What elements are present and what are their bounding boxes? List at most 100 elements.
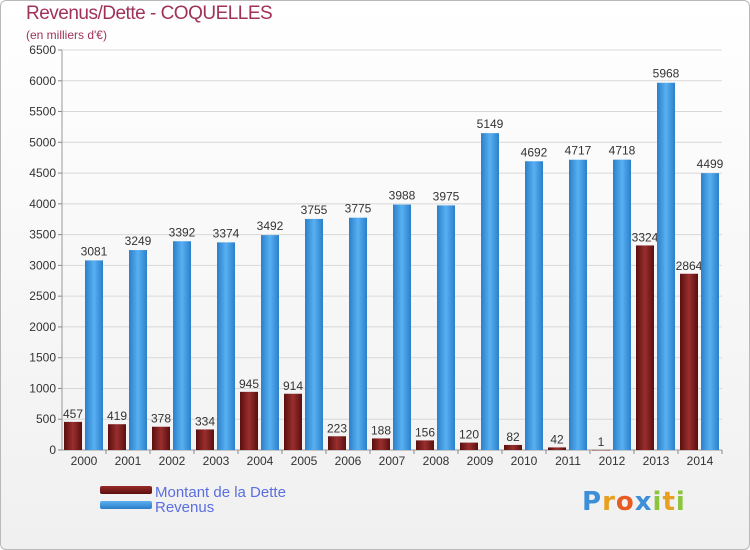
data-label-revenus: 3392 [169, 225, 196, 239]
bar-revenus [85, 260, 103, 450]
y-tick-label: 1500 [29, 351, 56, 365]
y-tick-label: 2000 [29, 320, 56, 334]
data-label-revenus: 3374 [213, 226, 240, 240]
data-label-dette: 223 [327, 421, 347, 435]
bar-revenus [129, 250, 147, 450]
bar-dette [416, 440, 434, 450]
x-tick-label: 2000 [71, 454, 98, 468]
proxiti-logo: Proxiti [582, 487, 686, 517]
data-label-dette: 457 [63, 407, 83, 421]
bar-dette [328, 436, 346, 450]
y-tick-label: 1000 [29, 381, 56, 395]
bar-dette [636, 245, 654, 450]
bar-revenus [393, 204, 411, 450]
y-tick-label: 5500 [29, 105, 56, 119]
data-label-revenus: 4692 [521, 145, 548, 159]
data-label-revenus: 4718 [609, 144, 636, 158]
legend-swatch-revenus [100, 501, 152, 509]
x-tick-label: 2014 [687, 454, 714, 468]
bar-dette [592, 449, 610, 451]
bar-revenus [569, 159, 587, 450]
data-label-revenus: 4717 [565, 144, 592, 158]
x-tick-label: 2012 [599, 454, 626, 468]
logo-letter: i [675, 487, 686, 517]
y-tick-label: 5000 [29, 135, 56, 149]
y-tick-label: 0 [49, 443, 56, 457]
x-tick-label: 2010 [511, 454, 538, 468]
data-label-dette: 378 [151, 412, 171, 426]
data-label-revenus: 3492 [257, 219, 284, 233]
bar-revenus [525, 161, 543, 450]
data-label-revenus: 5968 [653, 67, 680, 81]
x-tick-label: 2005 [291, 454, 318, 468]
data-label-dette: 3324 [632, 230, 659, 244]
bar-revenus [481, 133, 499, 450]
bar-dette [240, 391, 258, 450]
bar-dette [680, 273, 698, 450]
x-tick-label: 2004 [247, 454, 274, 468]
data-label-dette: 334 [195, 414, 215, 428]
bar-dette [64, 421, 82, 450]
x-tick-label: 2001 [115, 454, 142, 468]
logo-letter: t [662, 487, 676, 517]
y-tick-label: 6000 [29, 74, 56, 88]
bar-dette [196, 429, 214, 450]
data-label-dette: 2864 [676, 259, 703, 273]
bar-revenus [657, 82, 675, 450]
data-label-dette: 42 [550, 432, 564, 446]
logo-letter: r [602, 487, 616, 517]
logo-letter: x [634, 487, 653, 517]
bar-dette [460, 442, 478, 450]
bar-dette [504, 444, 522, 450]
data-label-dette: 156 [415, 425, 435, 439]
logo-letter: P [582, 487, 603, 517]
data-label-dette: 188 [371, 423, 391, 437]
y-tick-label: 3500 [29, 228, 56, 242]
data-label-dette: 82 [506, 430, 520, 444]
data-label-revenus: 3249 [125, 234, 152, 248]
x-tick-label: 2006 [335, 454, 362, 468]
x-tick-label: 2003 [203, 454, 230, 468]
y-tick-label: 3000 [29, 258, 56, 272]
x-tick-label: 2011 [555, 454, 581, 468]
bar-revenus [613, 159, 631, 450]
data-label-revenus: 3081 [81, 244, 108, 258]
data-label-dette: 120 [459, 428, 479, 442]
logo-letter: i [652, 487, 663, 517]
bar-dette [284, 393, 302, 450]
legend-swatch-dette [100, 486, 152, 494]
bar-dette [372, 438, 390, 450]
legend-label-revenus: Revenus [155, 499, 215, 516]
bar-revenus [305, 218, 323, 450]
data-label-revenus: 5149 [477, 117, 504, 131]
data-label-dette: 1 [598, 435, 605, 449]
y-tick-label: 500 [36, 412, 56, 426]
y-tick-label: 4500 [29, 166, 56, 180]
data-label-dette: 914 [283, 379, 303, 393]
bar-revenus [261, 235, 279, 450]
x-tick-label: 2002 [159, 454, 186, 468]
data-label-dette: 945 [239, 377, 259, 391]
data-label-revenus: 3975 [433, 189, 460, 203]
x-tick-label: 2009 [467, 454, 494, 468]
data-label-revenus: 3988 [389, 189, 416, 203]
x-tick-label: 2007 [379, 454, 406, 468]
y-tick-label: 2500 [29, 289, 56, 303]
bar-dette [152, 426, 170, 450]
chart-subtitle: (en milliers d'€) [26, 28, 107, 42]
bar-revenus [217, 242, 235, 450]
bar-revenus [701, 173, 719, 450]
data-label-revenus: 3775 [345, 202, 372, 216]
data-label-dette: 419 [107, 409, 127, 423]
x-tick-label: 2008 [423, 454, 450, 468]
logo-letter: o [615, 487, 635, 517]
data-label-revenus: 4499 [697, 157, 724, 171]
bar-revenus [349, 217, 367, 450]
y-tick-label: 6500 [29, 43, 56, 57]
data-label-revenus: 3755 [301, 203, 328, 217]
bar-dette [548, 447, 566, 450]
legend-label-dette: Montant de la Dette [155, 484, 286, 501]
bar-revenus [173, 241, 191, 450]
y-tick-label: 4000 [29, 197, 56, 211]
